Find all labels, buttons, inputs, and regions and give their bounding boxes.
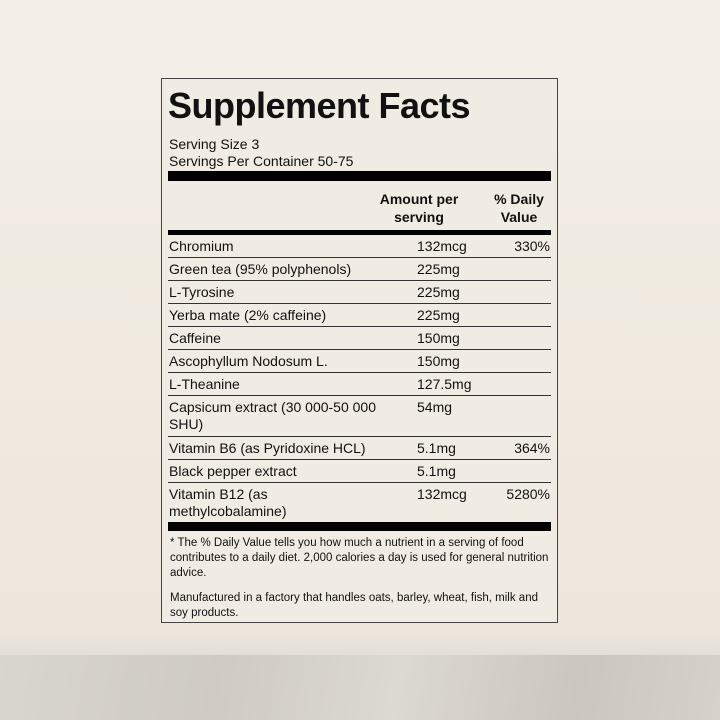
servings-per-container: Servings Per Container 50-75 (169, 153, 354, 169)
table-row: Vitamin B12 (as methylcobalamine) 132mcg 5… (168, 483, 551, 522)
medium-divider (168, 230, 551, 235)
table-row: Yerba mate (2% caffeine) 225mg (168, 304, 551, 327)
nutrient-name: L-Theanine (169, 376, 240, 392)
daily-value-footnote: * The % Daily Value tells you how much a… (170, 537, 549, 579)
table-row: Vitamin B6 (as Pyridoxine HCL) 5.1mg 364% (168, 437, 551, 460)
nutrient-dv: 364% (514, 440, 550, 456)
nutrient-amount: 5.1mg (417, 440, 456, 456)
table-row: Ascophyllum Nodosum L. 150mg (168, 350, 551, 373)
nutrient-name: Caffeine (169, 330, 221, 346)
nutrient-table: Chromium 132mcg 330% Green tea (95% polyph… (168, 235, 551, 522)
table-row: Capsicum extract (30 000-50 000 SHU) 54mg (168, 396, 551, 437)
nutrient-name: Capsicum extract (30 000-50 000 SHU) (169, 399, 376, 432)
table-row: Green tea (95% polyphenols) 225mg (168, 258, 551, 281)
supplement-facts-label: Supplement Facts Serving Size 3 Servings… (161, 78, 558, 623)
nutrient-amount: 225mg (417, 307, 460, 323)
nutrient-name: Black pepper extract (169, 463, 297, 479)
amount-header: Amount per serving (379, 191, 459, 225)
nutrient-dv: 330% (514, 238, 550, 254)
nutrient-amount: 132mcg (417, 486, 467, 502)
marble-pedestal (0, 655, 720, 720)
pedestal-top (0, 634, 720, 656)
table-row: Chromium 132mcg 330% (168, 235, 551, 258)
daily-value-header: % Daily Value (494, 191, 544, 225)
label-title: Supplement Facts (168, 85, 471, 126)
table-row: L-Tyrosine 225mg (168, 281, 551, 304)
nutrient-name: Vitamin B6 (as Pyridoxine HCL) (169, 440, 366, 456)
thick-divider-bottom (168, 522, 551, 531)
nutrient-amount: 225mg (417, 261, 460, 277)
nutrient-amount: 225mg (417, 284, 460, 300)
nutrient-name: Vitamin B12 (as methylcobalamine) (169, 486, 287, 519)
nutrient-amount: 127.5mg (417, 376, 472, 392)
nutrient-name: Ascophyllum Nodosum L. (169, 353, 328, 369)
allergen-statement: Manufactured in a factory that handles o… (170, 592, 538, 619)
thick-divider (168, 171, 551, 181)
nutrient-amount: 150mg (417, 353, 460, 369)
nutrient-name: L-Tyrosine (169, 284, 235, 300)
nutrient-amount: 150mg (417, 330, 460, 346)
nutrient-dv: 5280% (506, 486, 550, 502)
nutrient-amount: 5.1mg (417, 463, 456, 479)
nutrient-name: Chromium (169, 238, 234, 254)
table-row: L-Theanine 127.5mg (168, 373, 551, 396)
table-row: Caffeine 150mg (168, 327, 551, 350)
nutrient-name: Yerba mate (2% caffeine) (169, 307, 327, 323)
nutrient-name: Green tea (95% polyphenols) (169, 261, 352, 277)
nutrient-amount: 54mg (417, 399, 453, 415)
table-row: Black pepper extract 5.1mg (168, 460, 551, 483)
serving-size: Serving Size 3 (169, 136, 260, 152)
nutrient-amount: 132mcg (417, 238, 467, 254)
